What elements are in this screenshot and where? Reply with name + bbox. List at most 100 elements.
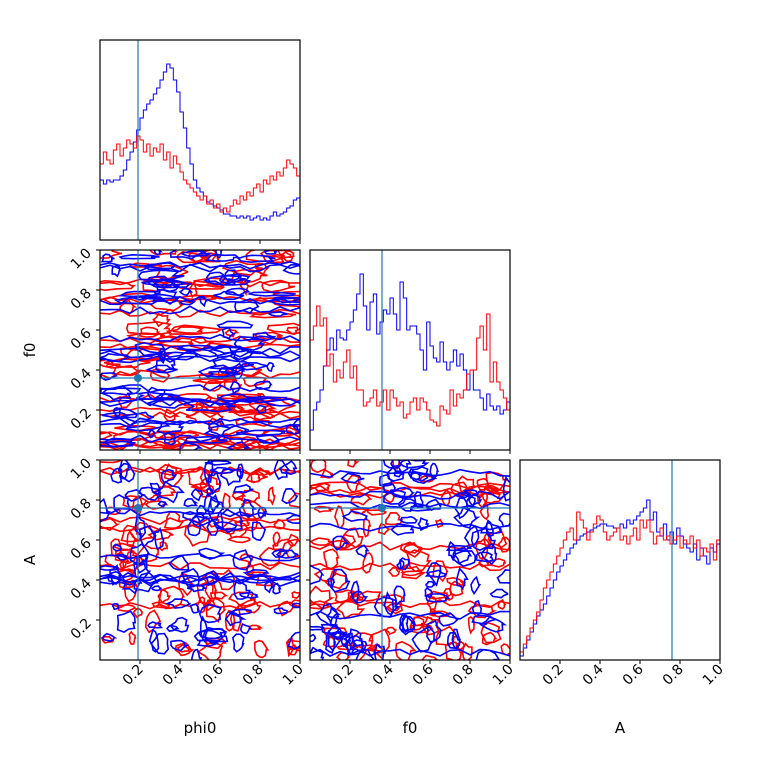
contour-loop: [455, 566, 469, 590]
contour-loop: [390, 460, 412, 474]
contour-streak: [310, 522, 510, 532]
contour-loop: [236, 254, 276, 264]
contour-loop: [163, 431, 177, 446]
contour-loop: [394, 640, 417, 660]
contour-loop: [390, 486, 416, 500]
contour-streak: [310, 490, 510, 500]
panel-frame-phi0-2: [99, 459, 301, 661]
x-tick-label-phi0: 0.4: [160, 661, 187, 688]
xlabel-phi0: phi0: [184, 719, 217, 737]
contour-loop: [485, 519, 494, 537]
contour-loop: [272, 531, 281, 547]
contour-loop: [253, 412, 276, 421]
contour-loop: [224, 269, 242, 282]
contour-loop: [285, 423, 300, 436]
contour-loop: [232, 484, 254, 494]
contour-loop: [226, 535, 251, 544]
contour-loop: [112, 543, 122, 552]
contour-loop: [332, 535, 350, 551]
contour-loop: [132, 607, 144, 619]
contour-streak: [100, 434, 300, 444]
contour-streak: [100, 571, 300, 582]
contour-loop: [151, 601, 171, 609]
contour-loop: [112, 407, 122, 419]
contour-loop: [481, 631, 498, 646]
contour-loop: [171, 324, 225, 335]
contour-loop: [110, 538, 124, 559]
contour-loop: [165, 598, 191, 609]
contour-loop: [282, 263, 300, 275]
contour-loop: [467, 616, 475, 635]
contour-loop: [396, 559, 405, 570]
contour-loop: [320, 623, 340, 635]
contour-loop: [151, 585, 162, 592]
contour-streak: [100, 333, 300, 343]
contour-loop: [498, 512, 510, 528]
contour-loop: [399, 557, 410, 571]
contour-loop: [480, 621, 502, 644]
contour-loop: [100, 250, 123, 259]
contour-loop: [406, 549, 432, 573]
contour-loop: [449, 580, 464, 597]
contour-loop: [179, 441, 204, 450]
contour-streak: [310, 610, 510, 620]
y-tick-label-A: 0.4: [68, 575, 95, 602]
contour-loop: [176, 641, 192, 653]
contour-loop: [291, 602, 300, 609]
contour-loop: [199, 615, 209, 644]
contour-loop: [287, 631, 300, 650]
contour-loop: [467, 604, 498, 619]
contour-loop: [183, 435, 228, 444]
contour-loop: [216, 320, 254, 329]
contour-loop: [310, 460, 327, 474]
contour-loop: [129, 542, 151, 566]
contour-loop: [100, 431, 113, 441]
contour-loop: [340, 472, 365, 484]
contour-loop: [378, 522, 392, 536]
contour-loop: [354, 590, 382, 602]
contour-loop: [310, 633, 317, 643]
contour-streak: [100, 384, 300, 394]
contour-loop: [155, 279, 181, 293]
contour-loop: [291, 591, 300, 599]
contour-loop: [221, 326, 237, 340]
contour-loop: [349, 493, 373, 506]
contour-streak: [100, 466, 300, 476]
contour-loop: [212, 521, 238, 531]
contour-loop: [425, 593, 451, 603]
contour-loop: [480, 542, 498, 566]
contour-loop: [193, 629, 226, 644]
contour-streak: [100, 349, 300, 359]
contour-loop: [168, 554, 190, 571]
contour-loop: [170, 639, 190, 652]
contour-loop: [264, 580, 276, 594]
contour-loop: [425, 562, 442, 587]
contour-loop: [253, 639, 270, 659]
contour-streak: [310, 468, 510, 479]
contour-loop: [292, 418, 300, 431]
contour-loop: [144, 609, 162, 634]
hist-phi0-series-2: [99, 135, 301, 240]
truth-point-phi0-f0: [134, 374, 142, 382]
contour-loop: [382, 489, 407, 505]
contour-loop: [166, 625, 180, 632]
contour-loop: [100, 253, 115, 263]
contour-streak: [100, 600, 300, 610]
x-tick-label-phi0: 0.2: [120, 662, 147, 689]
contour-loop: [147, 621, 164, 629]
contour-streak: [100, 507, 300, 518]
contour-loop: [204, 570, 220, 586]
contour-streak: [100, 442, 300, 450]
panel-frame-f0-1: [309, 249, 511, 451]
contour-loop: [100, 387, 142, 396]
contour-loop: [141, 278, 185, 286]
contour-loop: [165, 326, 205, 336]
contour-loop: [134, 342, 168, 357]
contour-loop: [149, 482, 161, 496]
contour-loop: [203, 423, 249, 437]
contour-loop: [239, 623, 253, 635]
x-tick-label-A: 0.2: [540, 662, 567, 689]
contour-loop: [100, 517, 121, 532]
x-tick-label-A: 1.0: [700, 662, 727, 689]
panel-frame-A-2: [519, 459, 721, 661]
